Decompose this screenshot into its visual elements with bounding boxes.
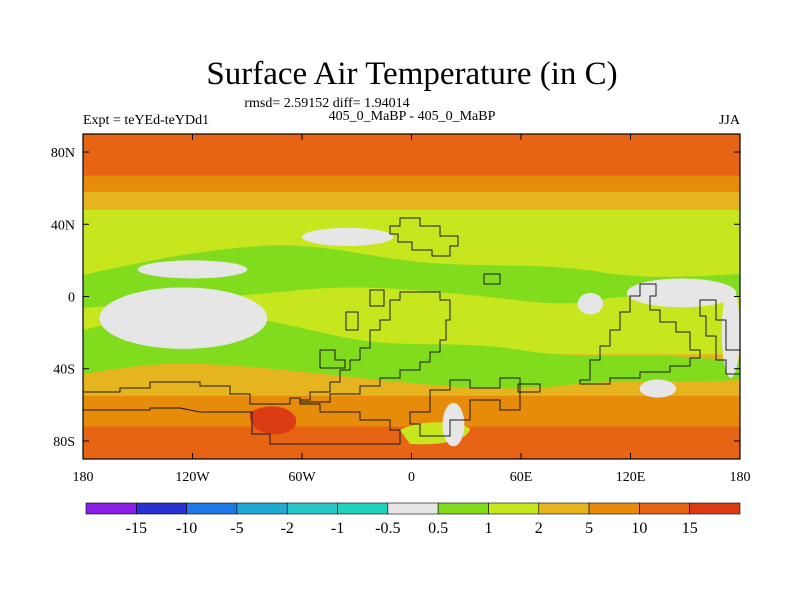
near-zero-patch-3: [626, 278, 737, 308]
coastline-8: [699, 299, 740, 375]
near-zero-patch-4: [639, 379, 677, 398]
coastline-3: [345, 311, 359, 331]
coastline-9: [483, 273, 501, 285]
coastline-4: [369, 289, 385, 307]
colorbar-label-5: -0.5: [375, 520, 400, 537]
coastline-0: [83, 381, 401, 445]
colorbar-swatch-3: [236, 502, 288, 515]
colorbar-swatch-2: [186, 502, 238, 515]
x-tick-label-6: 180: [730, 470, 751, 485]
colorbar-swatch-11: [639, 502, 690, 515]
colorbar-swatch-1: [136, 502, 187, 515]
colorbar-swatch-10: [588, 502, 640, 515]
coastline-7: [579, 283, 701, 385]
colorbar-label-9: 5: [585, 520, 593, 537]
y-tick-label-0: 80N: [51, 146, 75, 161]
field-band-0: [83, 134, 740, 177]
chart-title: Surface Air Temperature (in C): [206, 56, 617, 92]
colorbar-swatch-7: [437, 502, 489, 515]
x-tick-label-4: 60E: [510, 470, 533, 485]
coastline-2: [319, 349, 346, 369]
temperature-field: [83, 134, 740, 459]
coastline-outlines: [83, 217, 740, 445]
y-axis: 80N 40N 0 40S 80S: [51, 146, 740, 450]
colorbar-label-10: 10: [631, 520, 647, 537]
field-hot-spot: [249, 406, 297, 435]
near-zero-patch-5: [721, 287, 740, 378]
colorbar-label-7: 1: [484, 520, 492, 537]
stats-line: rmsd= 2.59152 diff= 1.94014: [244, 96, 409, 111]
coastline-1: [299, 291, 451, 403]
near-zero-patch-0: [99, 287, 268, 349]
y-tick-label-4: 80S: [53, 435, 75, 450]
near-zero-patch-1: [137, 260, 248, 279]
x-tick-label-2: 60W: [288, 470, 316, 485]
season-label: JJA: [719, 113, 741, 128]
coastline-10: [517, 383, 541, 393]
x-tick-label-0: 180: [73, 470, 94, 485]
y-tick-label-3: 40S: [53, 363, 75, 378]
experiment-label: Expt = teYEd-teYDd1: [83, 113, 209, 128]
colorbar-label-0: -15: [126, 520, 147, 537]
field-band-6: [83, 395, 740, 427]
colorbar-swatch-9: [538, 502, 590, 515]
near-zero-patch-2: [302, 227, 394, 246]
colorbar-swatch-8: [488, 502, 540, 515]
x-tick-label-5: 120E: [616, 470, 646, 485]
near-zero-patch-6: [442, 403, 465, 447]
colorbar-label-8: 2: [535, 520, 543, 537]
colorbar-label-3: -2: [281, 520, 294, 537]
coastline-6: [409, 377, 521, 437]
colorbar-label-4: -1: [331, 520, 344, 537]
colorbar-label-1: -10: [176, 520, 197, 537]
colorbar-swatch-5: [337, 502, 389, 515]
y-tick-label-1: 40N: [51, 218, 75, 233]
field-band-1: [83, 175, 740, 193]
colorbar-label-6: 0.5: [428, 520, 448, 537]
colorbar-swatch-12: [689, 502, 741, 515]
x-tick-label-3: 0: [408, 470, 415, 485]
colorbar: -15 -10 -5 -2 -1 -0.5 0.5 1 2 5 10 15: [85, 502, 741, 537]
near-zero-patch-7: [577, 292, 604, 315]
field-band-2: [83, 191, 740, 211]
x-tick-label-1: 120W: [175, 470, 210, 485]
field-region-2: [83, 224, 740, 258]
coastline-5: [389, 217, 459, 257]
comparison-label: 405_0_MaBP - 405_0_MaBP: [329, 109, 496, 124]
colorbar-swatch-4: [286, 502, 338, 515]
field-region-0: [83, 245, 740, 308]
y-tick-label-2: 0: [68, 291, 75, 306]
x-axis: 180 120W 60W 0 60E 120E 180: [73, 134, 751, 485]
colorbar-swatch-6: [387, 502, 439, 515]
colorbar-label-11: 15: [682, 520, 698, 537]
colorbar-swatch-0: [85, 502, 137, 515]
colorbar-label-2: -5: [230, 520, 243, 537]
